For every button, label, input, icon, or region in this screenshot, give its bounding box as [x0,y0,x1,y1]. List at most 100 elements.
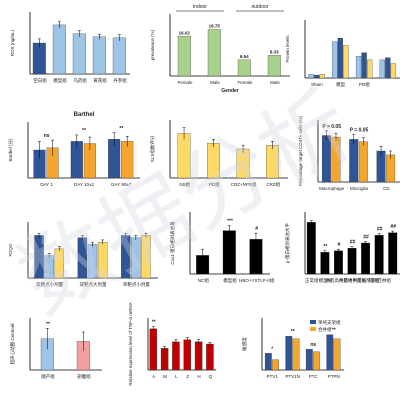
data-label: 8.33 [270,49,279,54]
significance-label: ** [152,320,156,326]
bar [206,343,214,371]
x-tick-label: 乌药组 [73,77,87,84]
bar [361,242,371,275]
x-tick-label: 模型组 [223,277,237,284]
x-tick-label: PTC [309,374,319,379]
bar [374,235,384,275]
x-axis-label: Gender [221,88,239,94]
bar [264,353,272,371]
bar [358,141,368,183]
x-tick-label: Macrophage [319,186,345,191]
bar [32,42,46,75]
bar [272,359,279,371]
chart-panel-c6: Percentage target CD47+ cells (%) Macroph… [298,116,400,191]
significance-label: ## [350,240,356,246]
bar [97,242,108,279]
chart-panel-c3: Protein levels Sham 模型 PD组 [285,20,400,88]
y-axis-label: 敏感度 [241,337,248,351]
x-tick-label: Female [237,80,253,85]
significance-label: ** [323,244,327,250]
significance-label: ** [46,321,50,327]
y-axis-label: ROS (ng/mL) [10,29,15,56]
chart-panel-c8: Cox1 蛋白相对表达量 NC组 模型组 *** HBO+YSTLP-II组 # [169,212,275,284]
bar [386,154,396,183]
bar [177,36,191,77]
x-tick-label: Sham [311,82,323,87]
significance-label: ** [82,128,86,134]
legend-swatch [310,327,316,331]
significance-label: ns [310,342,316,348]
significance-label: # [338,242,341,248]
bar [87,244,98,279]
bar [72,33,86,75]
bar [177,133,191,179]
bar [388,232,398,275]
bar [160,348,169,371]
x-tick-label: PTPN [328,374,340,379]
bar [313,74,320,79]
significance-label: P = 0.05 [350,128,369,134]
x-tick-label: 顺产组 [41,373,55,380]
x-tick-label: Male [210,80,220,85]
legend-label: 合并组 [318,326,332,333]
chart-panel-c2: prevalence (%) 16.02 Female 18.75 Male 6.54 Fe… [150,4,290,94]
x-tick-label: 模型组 [53,77,67,84]
x-tick-label: CRZ组 [266,181,280,187]
x-tick-label: H [197,374,200,379]
bar [333,338,341,371]
bar [347,248,357,275]
bar [77,237,88,279]
x-tick-label: L [175,374,178,379]
bar [112,37,126,75]
x-tick-label: Microglia [350,186,369,191]
bar [326,334,334,371]
x-tick-label: HBO+YSTLP-II组 [239,277,275,283]
x-tick-label: Female [177,80,193,85]
bar [308,74,314,79]
x-tick-label: 双靶点大剂量 [80,281,107,288]
bar [183,339,191,371]
x-tick-label: A [152,374,155,379]
bar [121,141,134,179]
bar [149,328,157,371]
bar [390,63,397,79]
x-tick-label: NC组 [198,277,209,283]
legend-swatch [310,320,316,324]
x-tick-label: NS组 [179,181,190,187]
bar [366,59,373,79]
x-tick-label: Z [186,374,189,379]
x-tick-label: PTV1 [267,374,279,379]
y-axis-label: Relative expression level of TNF-α mRNA [128,302,133,385]
chart-panel-c5: SLS指数评分 NS组 PD组 CRZ+NPD组 CRZ组 [149,120,288,187]
bar [313,351,320,371]
significance-label: ns [44,133,50,139]
chart-panel-c1: ROS (ng/mL) 空白组 模型组 乌药组 黄芪组 丹参组 [10,12,130,84]
bar [292,338,300,371]
x-tick-label: 模型 [336,81,345,88]
significance-label: ## [377,227,383,233]
x-tick-label: 模型组 [319,277,333,284]
y-axis-label: Barthel (分) [7,138,14,162]
bar [306,222,316,275]
y-axis-label: p-蛋白相对表达水平 [284,223,291,264]
x-tick-label: PD组 [359,81,370,87]
group-label: outdoor [252,4,269,10]
bar [331,136,341,183]
bar [385,57,391,79]
bar [334,250,343,275]
significance-label: ** [291,329,295,335]
significance-label: P = 0.05 [322,124,341,130]
significance-label: ## [363,234,369,240]
bar [236,148,250,179]
bar [361,52,367,79]
bar [237,59,251,77]
y-axis-label: SLS指数评分 [149,135,156,162]
significance-label: ** [332,328,336,334]
bar [52,24,66,75]
y-axis-label: Protein levels [285,35,290,63]
bar [141,235,151,279]
chart-panel-c10: 超声心动图 Centroid 顺产组 ** 剖腹组 [9,318,102,380]
significance-label: *** [227,219,233,225]
x-tick-label: 空白组 [33,77,47,84]
